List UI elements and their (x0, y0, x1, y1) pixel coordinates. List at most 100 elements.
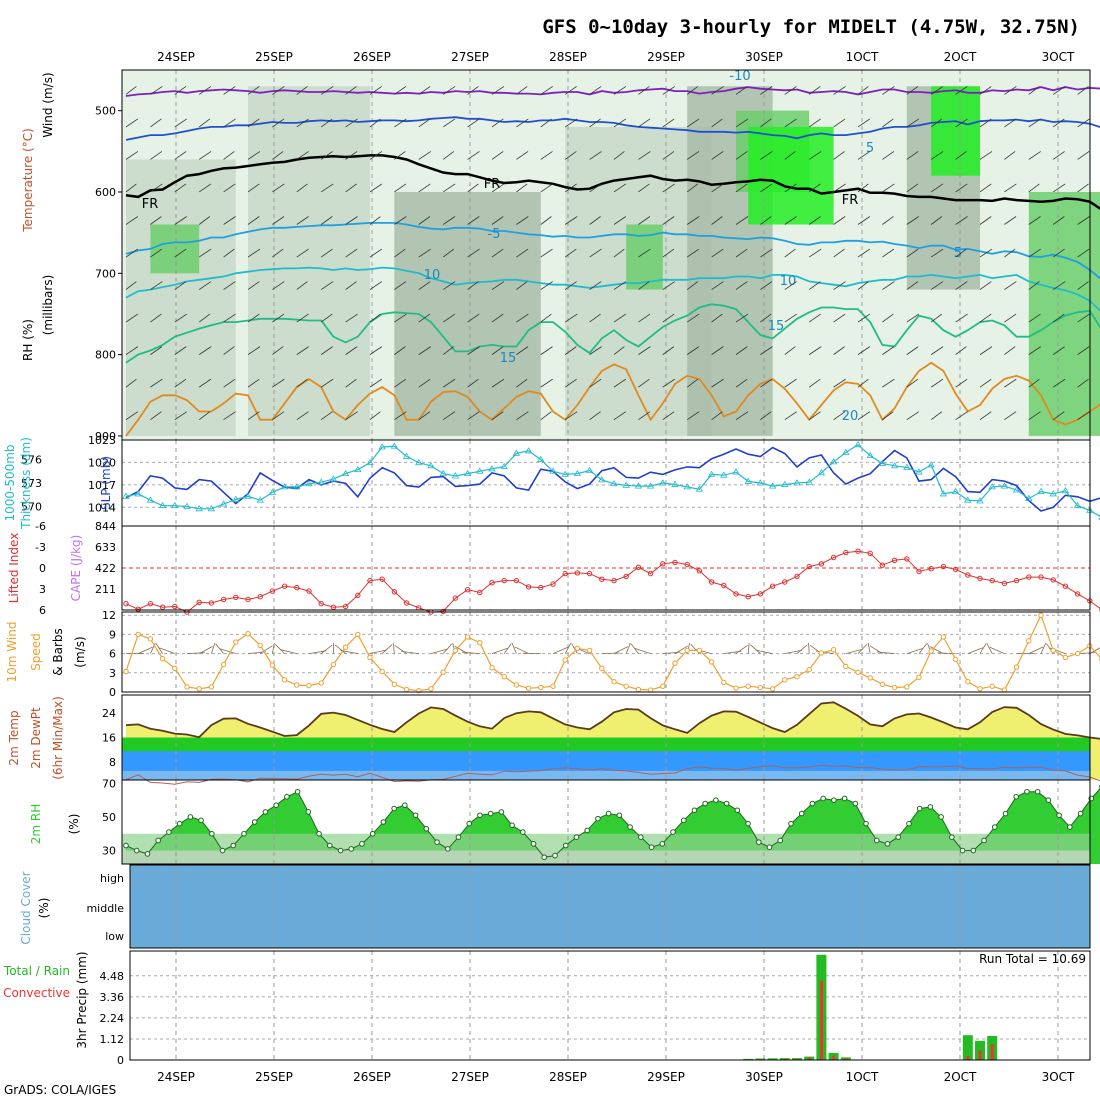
slp-tick-label: 1020 (88, 456, 116, 469)
rh2m-point (284, 794, 290, 800)
thickness-point (171, 501, 179, 509)
top-date-label: 1OCT (846, 50, 879, 64)
panel-frame (129, 864, 1091, 949)
wind-barb (564, 151, 577, 160)
wind-barb (906, 313, 920, 323)
wind-barb (979, 86, 992, 95)
wind-barb (760, 216, 772, 225)
wind-barb (589, 378, 602, 388)
rh2m-point (198, 817, 204, 824)
wind-barb (442, 86, 456, 95)
wind-barb (589, 346, 602, 355)
wind-barb (125, 378, 137, 388)
thickness-point (1049, 490, 1057, 497)
wind-barb (516, 378, 528, 388)
temp-tick-label: 8 (109, 756, 116, 769)
rh2m-point (155, 837, 161, 844)
lifted-index-point (1050, 577, 1056, 583)
wind-barb (272, 378, 285, 388)
thickness-point (842, 448, 850, 455)
lifted-index-point (196, 599, 202, 605)
wind-barb (540, 248, 553, 258)
wind-barb-10m (967, 647, 984, 654)
wind-barb (491, 183, 505, 193)
thickness-point (268, 488, 277, 495)
wind-speed-point (855, 669, 861, 675)
wind-barb (442, 313, 456, 323)
bottom-date-label: 30SEP (745, 1070, 783, 1084)
wind-barb (1028, 313, 1041, 323)
wind-barb (760, 151, 773, 160)
wind-barb (125, 411, 139, 421)
lifted-index-point (379, 576, 385, 582)
wind-barb (857, 118, 871, 128)
wind-barb (320, 346, 333, 355)
rh2m-point (573, 834, 580, 840)
rh2m-point (798, 810, 805, 817)
lifted-index-point (904, 556, 910, 562)
wind-barb (760, 86, 773, 95)
wind-barb (1052, 313, 1065, 323)
rh2m-point (1077, 810, 1084, 817)
wind-barb (516, 151, 529, 160)
wind-barb (247, 281, 260, 290)
thickness-point (585, 466, 594, 473)
wind-barb (906, 281, 919, 290)
wind-barb (613, 151, 625, 160)
wind-barb (150, 346, 163, 355)
wind-barb (320, 378, 334, 388)
thickness-point (720, 471, 728, 478)
contour-label: -10 (729, 69, 750, 84)
thickness-point (781, 480, 789, 487)
wind-barb (296, 378, 308, 388)
wind-barb (247, 411, 260, 420)
wind-barb (589, 248, 602, 258)
thickness-point (634, 482, 643, 489)
wind-barb (662, 118, 675, 128)
wind-speed-point (574, 645, 581, 652)
lifted-index-point (599, 576, 605, 582)
lifted-ylabel: Lifted Index (7, 533, 21, 604)
lifted-index-point (879, 562, 886, 568)
wind-barb (296, 151, 309, 160)
wind-barb (808, 378, 821, 388)
thickness-point (756, 479, 765, 486)
wind-barb (1004, 86, 1017, 95)
wind-barb (906, 378, 919, 388)
wind-barb (320, 248, 333, 258)
wind-barb (833, 183, 846, 193)
wind-barb (223, 86, 236, 95)
wind-barb (125, 313, 139, 323)
wind-barb (174, 118, 188, 128)
precip-convective-bar (819, 980, 823, 1060)
thickness-point (305, 480, 313, 487)
wind-barb (979, 378, 992, 388)
wind-barb (394, 378, 407, 388)
wind-barb (955, 183, 968, 193)
wind-barb (1028, 183, 1040, 193)
thickness-point (768, 482, 777, 489)
wind-barb (345, 183, 357, 193)
wind-barb (174, 151, 187, 160)
wind-barb (345, 378, 357, 388)
thickness-point (415, 458, 423, 466)
panel-frame (121, 439, 1091, 527)
lifted-index-point (684, 561, 690, 568)
lifted-index-point (452, 595, 459, 601)
wind-barb (296, 86, 308, 95)
lifted-index-point (147, 601, 154, 607)
contour-label: 15 (500, 351, 517, 366)
wind-barb (589, 151, 602, 160)
rh2m-point (541, 854, 548, 861)
wind-barb (613, 313, 627, 323)
thickness-point (695, 485, 704, 492)
wind-barb (1052, 411, 1065, 420)
thickness-point (256, 496, 264, 503)
lifted-index-point (843, 549, 849, 556)
thickness-point (341, 469, 350, 477)
wind-barb (467, 118, 480, 128)
wind-barb (516, 313, 529, 323)
lifted-index-point (830, 554, 837, 561)
thickness-tick-label: 576 (21, 454, 42, 467)
wind-speed-point (489, 664, 495, 671)
